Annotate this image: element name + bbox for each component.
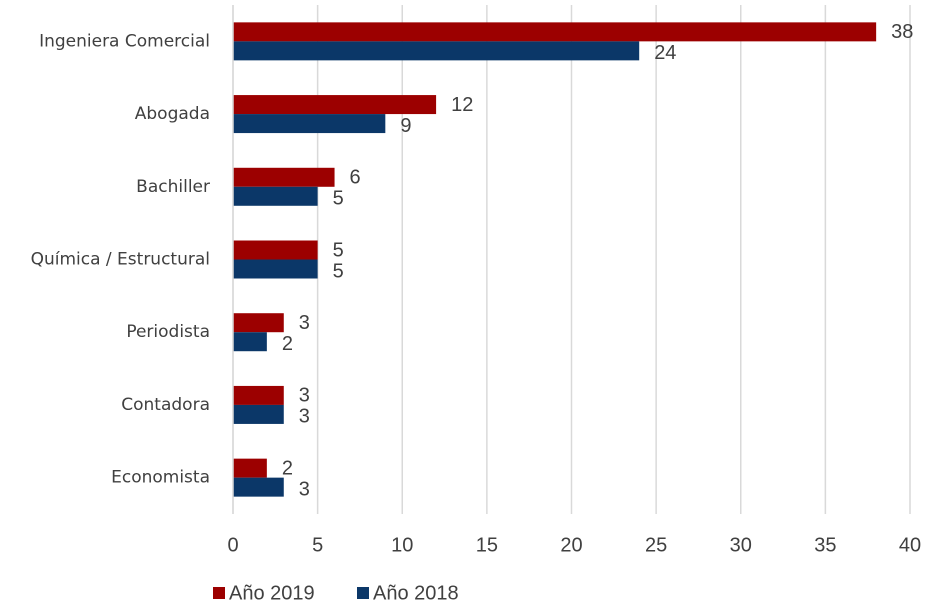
y-tick-label: Química / Estructural xyxy=(31,250,210,270)
x-tick-label: 0 xyxy=(227,534,238,556)
bar xyxy=(233,240,318,260)
x-tick-label: 25 xyxy=(645,534,667,556)
value-label: 3 xyxy=(299,478,310,500)
value-label: 6 xyxy=(350,167,361,189)
x-tick-label: 35 xyxy=(814,534,836,556)
bar xyxy=(233,385,284,405)
y-tick-label: Economista xyxy=(111,468,210,488)
value-label: 12 xyxy=(451,94,473,116)
y-tick-label: Contadora xyxy=(121,395,210,415)
value-label: 2 xyxy=(282,457,293,479)
value-label: 5 xyxy=(333,239,344,261)
legend-swatch xyxy=(213,587,225,599)
x-tick-label: 5 xyxy=(312,534,323,556)
bar xyxy=(233,259,318,279)
y-tick-label: Periodista xyxy=(126,322,210,342)
value-label: 38 xyxy=(891,21,913,43)
value-label: 3 xyxy=(299,385,310,407)
y-tick-label: Ingeniera Comercial xyxy=(39,31,210,51)
bar xyxy=(233,477,284,497)
value-label: 3 xyxy=(299,406,310,428)
value-label: 24 xyxy=(654,42,676,64)
bar xyxy=(233,41,640,61)
bar xyxy=(233,22,877,42)
bar xyxy=(233,186,318,206)
bar xyxy=(233,114,386,134)
legend-swatch xyxy=(357,587,369,599)
y-tick-label: Bachiller xyxy=(136,177,210,197)
value-label: 5 xyxy=(333,260,344,282)
bar xyxy=(233,458,267,478)
bar xyxy=(233,313,284,333)
bar xyxy=(233,332,267,352)
legend-label: Año 2018 xyxy=(373,582,459,604)
x-tick-label: 10 xyxy=(391,534,413,556)
y-tick-label: Abogada xyxy=(135,104,210,124)
value-label: 3 xyxy=(299,312,310,334)
x-tick-label: 20 xyxy=(560,534,582,556)
bar xyxy=(233,95,437,115)
legend-label: Año 2019 xyxy=(229,582,315,604)
value-label: 2 xyxy=(282,333,293,355)
value-label: 9 xyxy=(400,115,411,137)
x-tick-label: 30 xyxy=(730,534,752,556)
bar xyxy=(233,404,284,424)
x-tick-label: 15 xyxy=(476,534,498,556)
bar xyxy=(233,167,335,187)
x-tick-label: 40 xyxy=(899,534,921,556)
value-label: 5 xyxy=(333,188,344,210)
